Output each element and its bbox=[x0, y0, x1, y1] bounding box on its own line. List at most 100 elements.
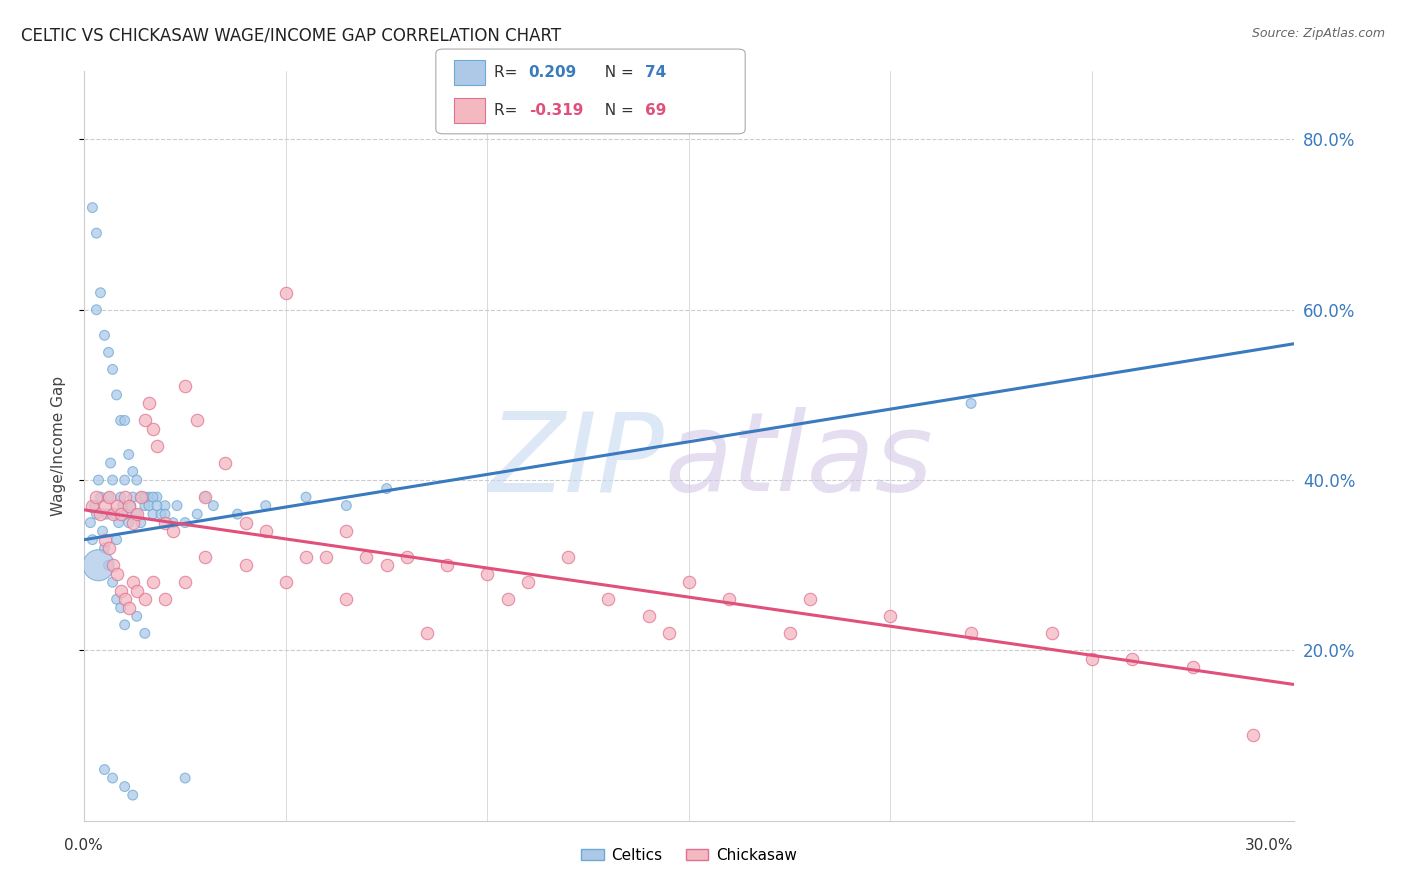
Point bbox=[960, 626, 983, 640]
Point bbox=[101, 362, 124, 376]
Point bbox=[153, 507, 176, 521]
Point bbox=[335, 524, 357, 538]
Point bbox=[121, 575, 143, 590]
Point bbox=[134, 592, 156, 607]
Point bbox=[1181, 660, 1204, 674]
Point bbox=[125, 507, 148, 521]
Point bbox=[129, 516, 152, 530]
Point bbox=[111, 499, 134, 513]
Point bbox=[121, 516, 143, 530]
Point bbox=[138, 499, 160, 513]
Point bbox=[416, 626, 439, 640]
Point bbox=[125, 609, 148, 624]
Text: 0.0%: 0.0% bbox=[65, 838, 103, 854]
Point bbox=[110, 413, 132, 427]
Text: 69: 69 bbox=[645, 103, 666, 118]
Point bbox=[125, 507, 148, 521]
Point bbox=[295, 549, 318, 564]
Point bbox=[142, 575, 165, 590]
Point bbox=[101, 558, 124, 573]
Point bbox=[496, 592, 519, 607]
Point bbox=[162, 524, 184, 538]
Point bbox=[174, 379, 197, 393]
Point bbox=[194, 549, 217, 564]
Point bbox=[93, 328, 115, 343]
Point bbox=[146, 439, 169, 453]
Point bbox=[118, 448, 141, 462]
Point bbox=[86, 226, 108, 240]
Point bbox=[138, 396, 160, 410]
Point bbox=[186, 507, 208, 521]
Text: R=: R= bbox=[494, 103, 522, 118]
Point bbox=[375, 558, 398, 573]
Point bbox=[121, 788, 143, 802]
Point bbox=[202, 499, 225, 513]
Point bbox=[114, 490, 136, 504]
Point bbox=[105, 533, 128, 547]
Point bbox=[395, 549, 418, 564]
Point bbox=[115, 507, 138, 521]
Point bbox=[166, 499, 188, 513]
Point bbox=[89, 285, 111, 300]
Point bbox=[91, 524, 114, 538]
Point bbox=[1241, 729, 1264, 743]
Legend: Celtics, Chickasaw: Celtics, Chickasaw bbox=[575, 842, 803, 869]
Point bbox=[134, 626, 156, 640]
Point bbox=[146, 490, 169, 504]
Text: Source: ZipAtlas.com: Source: ZipAtlas.com bbox=[1251, 27, 1385, 40]
Point bbox=[121, 465, 143, 479]
Text: atlas: atlas bbox=[665, 408, 934, 515]
Point bbox=[142, 422, 165, 436]
Point bbox=[153, 516, 176, 530]
Point bbox=[121, 490, 143, 504]
Point bbox=[97, 541, 120, 556]
Point bbox=[87, 473, 110, 487]
Point bbox=[153, 592, 176, 607]
Point bbox=[96, 507, 118, 521]
Point bbox=[97, 490, 120, 504]
Text: 30.0%: 30.0% bbox=[1246, 838, 1294, 854]
Text: 74: 74 bbox=[645, 65, 666, 80]
Point bbox=[125, 583, 148, 598]
Point bbox=[105, 592, 128, 607]
Point bbox=[1081, 652, 1104, 666]
Point bbox=[1040, 626, 1063, 640]
Point bbox=[89, 490, 111, 504]
Point bbox=[97, 490, 120, 504]
Point bbox=[125, 473, 148, 487]
Point bbox=[235, 558, 257, 573]
Point bbox=[637, 609, 659, 624]
Point bbox=[86, 302, 108, 317]
Point bbox=[254, 524, 277, 538]
Point bbox=[114, 617, 136, 632]
Point bbox=[82, 499, 104, 513]
Point bbox=[174, 516, 197, 530]
Point bbox=[658, 626, 681, 640]
Point bbox=[86, 490, 108, 504]
Point bbox=[87, 558, 110, 573]
Point bbox=[93, 533, 115, 547]
Point bbox=[101, 507, 124, 521]
Point bbox=[134, 413, 156, 427]
Text: -0.319: -0.319 bbox=[529, 103, 583, 118]
Point bbox=[516, 575, 538, 590]
Point bbox=[174, 575, 197, 590]
Point bbox=[678, 575, 700, 590]
Point bbox=[105, 388, 128, 402]
Point bbox=[254, 499, 277, 513]
Point bbox=[89, 507, 111, 521]
Point bbox=[104, 507, 127, 521]
Point bbox=[146, 499, 169, 513]
Point bbox=[436, 558, 458, 573]
Point bbox=[105, 566, 128, 581]
Point bbox=[194, 490, 217, 504]
Point bbox=[101, 575, 124, 590]
Point bbox=[110, 600, 132, 615]
Point bbox=[295, 490, 318, 504]
Point bbox=[114, 780, 136, 794]
Point bbox=[118, 516, 141, 530]
Point bbox=[1121, 652, 1143, 666]
Point bbox=[142, 490, 165, 504]
Point bbox=[82, 533, 104, 547]
Text: ZIP: ZIP bbox=[489, 408, 665, 515]
